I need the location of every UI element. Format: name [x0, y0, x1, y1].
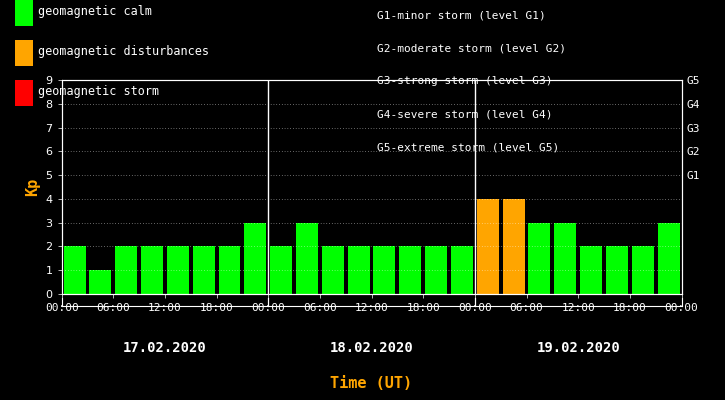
Bar [244, 223, 266, 294]
Bar [502, 199, 525, 294]
Text: G2-moderate storm (level G2): G2-moderate storm (level G2) [377, 43, 566, 53]
Text: G4-severe storm (level G4): G4-severe storm (level G4) [377, 110, 552, 120]
Bar [399, 246, 421, 294]
Text: 18.02.2020: 18.02.2020 [330, 341, 413, 355]
Bar [555, 223, 576, 294]
Bar [580, 246, 602, 294]
Text: geomagnetic storm: geomagnetic storm [38, 86, 159, 98]
Bar [167, 246, 188, 294]
Text: G1-minor storm (level G1): G1-minor storm (level G1) [377, 10, 546, 20]
Bar [322, 246, 344, 294]
Text: geomagnetic disturbances: geomagnetic disturbances [38, 46, 209, 58]
Bar [477, 199, 499, 294]
Bar [64, 246, 86, 294]
Bar [193, 246, 215, 294]
Bar [631, 246, 654, 294]
Text: 17.02.2020: 17.02.2020 [123, 341, 207, 355]
Bar [348, 246, 370, 294]
Y-axis label: Kp: Kp [25, 178, 40, 196]
Bar [89, 270, 112, 294]
Bar [425, 246, 447, 294]
Bar [606, 246, 628, 294]
Bar [451, 246, 473, 294]
Text: G3-strong storm (level G3): G3-strong storm (level G3) [377, 76, 552, 86]
Bar [373, 246, 395, 294]
Bar [270, 246, 292, 294]
Bar [658, 223, 679, 294]
Text: Time (UT): Time (UT) [331, 376, 413, 392]
Bar [115, 246, 137, 294]
Bar [296, 223, 318, 294]
Text: geomagnetic calm: geomagnetic calm [38, 6, 152, 18]
Bar [529, 223, 550, 294]
Bar [218, 246, 241, 294]
Bar [141, 246, 163, 294]
Text: G5-extreme storm (level G5): G5-extreme storm (level G5) [377, 143, 559, 153]
Text: 19.02.2020: 19.02.2020 [536, 341, 620, 355]
